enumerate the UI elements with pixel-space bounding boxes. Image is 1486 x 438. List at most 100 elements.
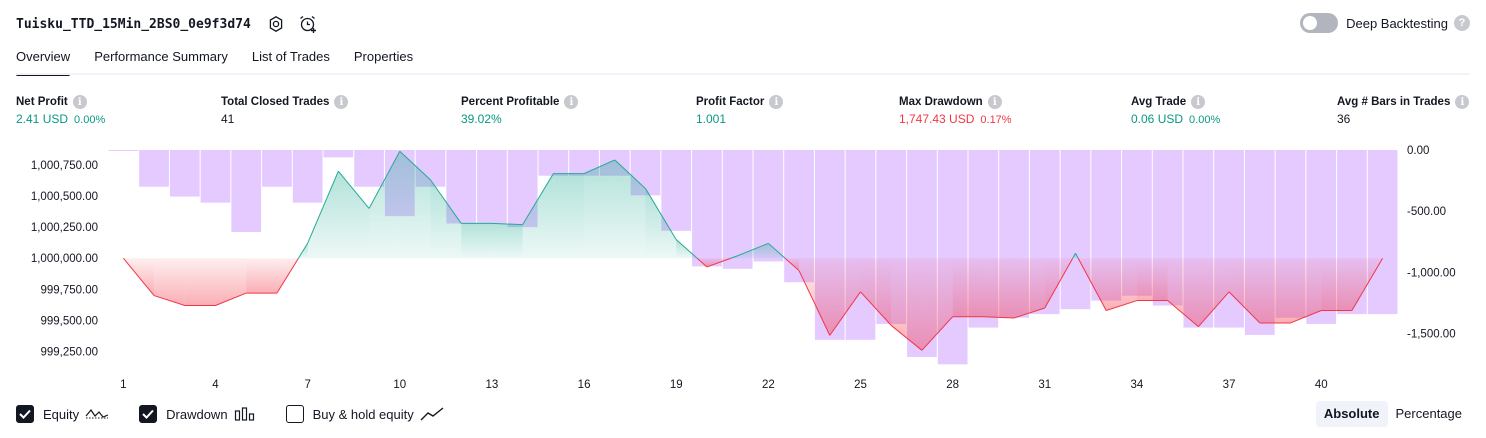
equity-area	[584, 159, 615, 259]
tabs-divider	[16, 73, 1470, 75]
x-axis-tick-label: 4	[212, 379, 219, 391]
equity-area	[891, 258, 922, 351]
equity-area	[246, 258, 277, 294]
alarm-clock-add-icon[interactable]	[297, 13, 319, 35]
info-icon[interactable]: i	[72, 95, 87, 109]
stat-label-text: Total Closed Trades	[221, 96, 330, 108]
deep-backtesting-toggle[interactable]	[1300, 13, 1339, 33]
help-icon[interactable]: ?	[1454, 15, 1470, 31]
drawdown-bar	[169, 150, 200, 197]
equity-area	[983, 258, 1015, 318]
equity-area	[338, 171, 370, 259]
equity-area	[1321, 258, 1352, 311]
tab-properties[interactable]: Properties	[353, 49, 414, 64]
stat-value: 1.001	[696, 112, 783, 126]
equity-area	[799, 258, 830, 336]
strategy-header: Tuisku_TTD_15Min_2BS0_0e9f3d74	[16, 12, 319, 36]
info-icon[interactable]: i	[769, 95, 784, 109]
equity-line-segment	[737, 242, 769, 257]
stat-avg-trade: Avg Trade i 0.06 USD 0.00%	[1131, 94, 1220, 126]
buy-hold-checkbox[interactable]	[285, 405, 304, 423]
stat-label-text: Percent Profitable	[461, 96, 560, 108]
x-axis-tick-label: 1	[120, 379, 126, 391]
equity-line-segment	[730, 255, 738, 259]
stat-value-text: 0.06 USD	[1131, 112, 1184, 126]
stat-label: Avg # Bars in Trades i	[1337, 94, 1470, 110]
info-icon[interactable]: i	[987, 95, 1002, 109]
stat-label-text: Avg Trade	[1131, 96, 1187, 108]
stat-label: Profit Factor i	[696, 94, 784, 110]
drawdown-bar	[1060, 150, 1091, 310]
equity-area	[829, 258, 861, 336]
tab-overview[interactable]: Overview	[16, 46, 71, 76]
legend-drawdown[interactable]: Drawdown	[139, 405, 255, 423]
stat-value-text: 1.001	[696, 112, 727, 126]
check-icon	[142, 409, 154, 419]
equity-checkbox[interactable]	[16, 405, 34, 423]
stat-value-text: 2.41 USD	[16, 112, 69, 126]
value-mode-switch: Absolute Percentage	[1315, 401, 1470, 427]
x-axis-tick-label: 40	[1315, 379, 1328, 391]
drawdown-checkbox[interactable]	[139, 405, 158, 423]
buy-hold-label: Buy & hold equity	[312, 406, 414, 422]
stat-percent: 0.00%	[1189, 114, 1221, 126]
equity-line-segment	[829, 291, 861, 336]
tab-list-of-trades[interactable]: List of Trades	[251, 49, 330, 64]
drawdown-bar	[200, 150, 231, 203]
equity-area	[276, 258, 299, 294]
equity-line-segment	[583, 159, 615, 175]
drawdown-bar	[1367, 150, 1398, 315]
x-axis-tick-label: 16	[578, 379, 591, 391]
stat-label-text: Max Drawdown	[899, 96, 983, 108]
x-axis-tick-label: 34	[1131, 379, 1144, 391]
stat-profit-factor: Profit Factor i 1.001	[696, 94, 784, 126]
drawdown-bar	[661, 150, 692, 231]
drawdown-bar	[231, 150, 262, 233]
right-axis-tick-label: -500.00	[1407, 206, 1446, 218]
drawdown-bar	[692, 150, 722, 267]
equity-line-segment	[399, 150, 431, 181]
info-icon[interactable]: i	[334, 95, 349, 109]
report-tabs: Overview Performance Summary List of Tra…	[16, 46, 437, 76]
equity-label: Equity	[43, 406, 80, 422]
equity-line-segment	[696, 257, 708, 268]
equity-area	[614, 159, 646, 259]
equity-line-segment	[614, 159, 646, 189]
trend-line-icon	[420, 406, 444, 422]
info-icon[interactable]: i	[1191, 95, 1206, 109]
equity-drawdown-chart[interactable]: 1,000,750.00 1,000,500.00 1,000,250.00 1,00…	[0, 140, 1486, 400]
equity-line-segment	[522, 173, 554, 225]
left-axis-tick-label: 999,750.00	[40, 284, 98, 296]
equity-area	[1198, 258, 1230, 327]
deep-backtesting-control: Deep Backtesting ?	[1300, 13, 1470, 33]
info-icon[interactable]: i	[1455, 95, 1470, 109]
drawdown-bar	[354, 150, 384, 187]
drawdown-bar	[845, 150, 876, 340]
stat-label: Percent Profitable i	[461, 94, 579, 110]
drawdown-bars-icon	[234, 406, 256, 422]
equity-area	[553, 173, 585, 259]
equity-area	[1259, 258, 1291, 323]
equity-area	[1290, 258, 1322, 323]
percentage-button[interactable]: Percentage	[1395, 406, 1463, 421]
equity-line-segment	[1044, 257, 1074, 309]
equity-area	[369, 151, 400, 259]
tab-performance-summary[interactable]: Performance Summary	[94, 49, 228, 64]
left-axis-tick-label: 1,000,750.00	[31, 160, 98, 172]
legend-equity[interactable]: Equity	[16, 405, 109, 423]
drawdown-bar	[139, 150, 169, 187]
equity-line-segment	[368, 151, 401, 209]
absolute-button[interactable]: Absolute	[1315, 401, 1388, 427]
right-axis-tick-label: -1,000.00	[1407, 267, 1456, 279]
info-icon[interactable]: i	[564, 95, 579, 109]
gear-icon[interactable]	[265, 13, 287, 35]
drawdown-label: Drawdown	[166, 406, 228, 422]
drawdown-bar	[722, 150, 753, 269]
x-axis-tick-label: 19	[670, 379, 683, 391]
legend-buy-hold[interactable]: Buy & hold equity	[285, 405, 444, 423]
stat-value-text: 36	[1337, 112, 1351, 126]
equity-line-segment	[921, 316, 954, 351]
equity-area	[1229, 258, 1260, 323]
drawdown-bar	[538, 150, 569, 176]
equity-line-icon	[85, 406, 109, 422]
